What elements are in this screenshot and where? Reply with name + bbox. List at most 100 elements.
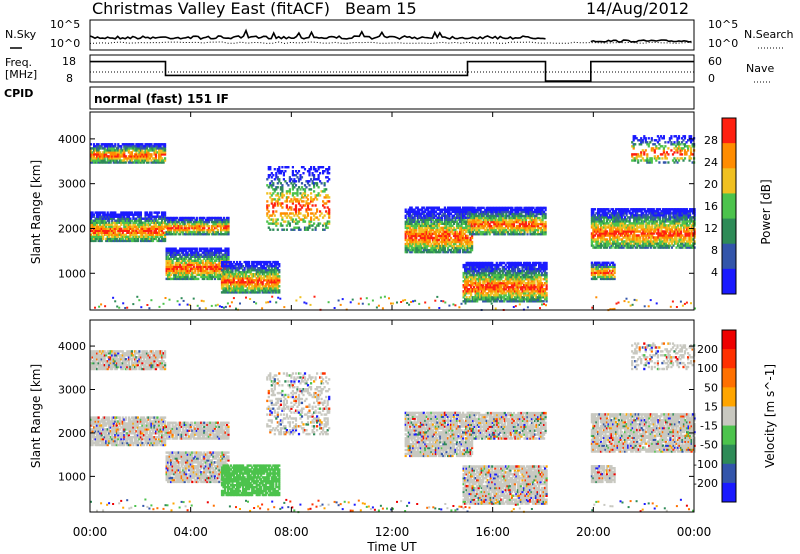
echo-cell bbox=[158, 211, 160, 213]
echo-cell bbox=[293, 214, 295, 216]
echo-cell bbox=[274, 168, 276, 170]
echo-cell bbox=[140, 214, 142, 216]
echo-cell bbox=[292, 212, 294, 214]
echo-cell bbox=[301, 186, 303, 188]
echo-cell bbox=[227, 254, 229, 256]
echo-cell bbox=[540, 276, 542, 278]
echo-cell bbox=[227, 217, 229, 219]
echo-cell bbox=[146, 211, 148, 213]
echo-cell bbox=[283, 194, 285, 196]
echo-cell bbox=[324, 182, 326, 184]
echo-cell bbox=[459, 249, 461, 251]
echo-cell bbox=[140, 211, 142, 213]
echo-cell bbox=[227, 233, 229, 235]
echo-cell bbox=[474, 207, 476, 209]
echo-cell bbox=[302, 172, 304, 174]
echo-cell bbox=[150, 211, 152, 213]
echo-cell bbox=[164, 147, 166, 149]
echo-cell bbox=[278, 178, 280, 180]
echo-cell bbox=[272, 174, 274, 176]
echo-cell bbox=[305, 186, 307, 188]
echo-cell bbox=[284, 170, 286, 172]
echo-cell bbox=[227, 221, 229, 223]
echo-cell bbox=[310, 216, 312, 218]
echo-cell bbox=[546, 292, 548, 294]
freq-panel-frame bbox=[90, 55, 694, 82]
echo-cell bbox=[520, 262, 522, 264]
echo-cell bbox=[196, 217, 198, 219]
echo-cell bbox=[196, 248, 198, 250]
echo-cell bbox=[275, 188, 277, 190]
echo-cell bbox=[299, 174, 301, 176]
echo-cell bbox=[302, 200, 304, 202]
echo-cell bbox=[272, 210, 274, 212]
echo-cell bbox=[496, 262, 498, 264]
echo-cell bbox=[316, 198, 318, 200]
power-echo-cells bbox=[90, 135, 696, 311]
echo-cell bbox=[316, 208, 318, 210]
echo-cell bbox=[271, 176, 273, 178]
echo-cell bbox=[301, 182, 303, 184]
echo-cell bbox=[164, 143, 166, 145]
echo-cell bbox=[546, 276, 548, 278]
nave-tick-60: 60 bbox=[708, 55, 722, 68]
freq-panel: Freq. [MHz] 18 8 60 0 Nave bbox=[5, 55, 774, 85]
echo-cell bbox=[274, 214, 276, 216]
echo-cell bbox=[277, 229, 279, 231]
echo-cell bbox=[310, 208, 312, 210]
echo-cell bbox=[529, 262, 531, 264]
echo-cell bbox=[328, 178, 330, 180]
echo-cell bbox=[313, 222, 315, 224]
echo-cell bbox=[502, 276, 504, 278]
echo-cell bbox=[131, 211, 133, 213]
echo-cell bbox=[93, 214, 95, 216]
echo-cell bbox=[304, 220, 306, 222]
echo-cell bbox=[322, 166, 324, 168]
echo-cell bbox=[164, 157, 166, 159]
echo-cell bbox=[319, 222, 321, 224]
echo-cell bbox=[489, 233, 491, 235]
echo-cell bbox=[328, 208, 330, 210]
echo-cell bbox=[277, 222, 279, 224]
echo-cell bbox=[296, 188, 298, 190]
echo-cell bbox=[150, 153, 152, 155]
echo-cell bbox=[269, 166, 271, 168]
echo-cell bbox=[225, 275, 227, 277]
echo-cell bbox=[318, 218, 320, 220]
echo-cell bbox=[278, 289, 280, 291]
date-title: 14/Aug/2012 bbox=[586, 0, 689, 18]
echo-cell bbox=[304, 168, 306, 170]
echo-cell bbox=[318, 186, 320, 188]
freq-label-2: [MHz] bbox=[5, 68, 37, 81]
echo-cell bbox=[164, 214, 166, 216]
noise-tick-low-right: 10^0 bbox=[708, 37, 738, 50]
cpid-label: CPID bbox=[4, 87, 33, 100]
echo-cell bbox=[197, 278, 199, 280]
echo-cell bbox=[313, 174, 315, 176]
echo-cell bbox=[328, 196, 330, 198]
echo-cell bbox=[278, 166, 280, 168]
echo-cell bbox=[278, 263, 280, 265]
echo-cell bbox=[289, 222, 291, 224]
echo-cell bbox=[161, 157, 163, 159]
nave-tick-0: 0 bbox=[708, 72, 715, 85]
freq-trace bbox=[90, 62, 694, 81]
echo-cell bbox=[483, 207, 485, 209]
echo-cell bbox=[239, 261, 241, 263]
echo-cell bbox=[233, 261, 235, 263]
beam-title: Beam 15 bbox=[345, 0, 417, 18]
echo-cell bbox=[299, 229, 301, 231]
echo-cell bbox=[325, 202, 327, 204]
echo-cell bbox=[278, 285, 280, 287]
echo-cell bbox=[208, 225, 210, 227]
echo-cell bbox=[277, 186, 279, 188]
echo-cell bbox=[319, 214, 321, 216]
freq-tick-8: 8 bbox=[66, 72, 73, 85]
echo-cell bbox=[312, 229, 314, 231]
echo-cell bbox=[266, 192, 268, 194]
echo-cell bbox=[248, 261, 250, 263]
echo-cell bbox=[268, 210, 270, 212]
echo-cell bbox=[298, 170, 300, 172]
